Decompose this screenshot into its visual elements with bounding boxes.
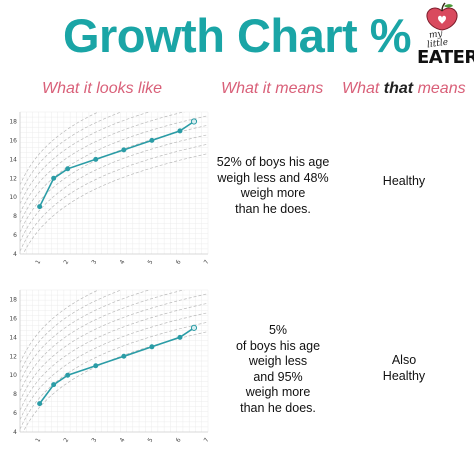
y-tick-label: 14 [9, 334, 17, 341]
percentile-curve-3 [20, 134, 208, 242]
y-tick-label: 18 [9, 118, 17, 125]
percentile-curve-7 [20, 290, 151, 383]
y-tick-label: 12 [9, 175, 17, 182]
logo-text-eater: EATER [417, 47, 474, 68]
percentile-curve-2 [20, 321, 208, 430]
x-tick-label: 6 [175, 259, 183, 266]
x-tick-label: 4 [119, 437, 127, 444]
series-line-1 [38, 120, 195, 208]
data-point [190, 118, 198, 125]
column-header-emphasis: that [383, 80, 414, 97]
percentile-curve-1 [22, 153, 208, 254]
data-point [149, 344, 155, 350]
x-tick-label: 5 [147, 437, 155, 444]
y-tick-label: 12 [9, 353, 17, 360]
percentile-curve-2 [20, 143, 208, 252]
series-line-1 [38, 327, 195, 405]
x-tick-label: 7 [203, 437, 210, 444]
apple-heart-icon [426, 2, 458, 31]
brand-logo: my little EATER [413, 2, 474, 76]
column-header-prefix: What [342, 80, 384, 97]
column-header-looks: What it looks like [42, 80, 163, 97]
percentile-curve-6 [20, 290, 185, 392]
data-point [121, 147, 127, 153]
y-tick-label: 4 [13, 429, 17, 436]
percentile-curve-8 [20, 112, 122, 195]
data-point [37, 401, 43, 407]
y-tick-label: 14 [9, 156, 17, 163]
data-point [149, 137, 155, 143]
column-header-that-means: What that means [342, 79, 466, 99]
percentile-curve-6 [20, 112, 185, 214]
y-tick-label: 8 [13, 213, 17, 220]
x-tick-label: 2 [62, 437, 70, 444]
data-point [93, 156, 99, 162]
data-point [51, 382, 57, 388]
y-tick-label: 6 [13, 410, 17, 417]
data-point [121, 353, 127, 359]
data-point [177, 334, 183, 340]
data-point [93, 363, 99, 369]
y-tick-label: 10 [9, 194, 17, 201]
column-header-suffix: means [413, 80, 466, 97]
data-point [51, 175, 57, 181]
x-tick-label: 7 [203, 259, 210, 266]
row-2-verdict: Also Healthy [382, 353, 426, 383]
percentile-curve-5 [20, 293, 208, 402]
y-tick-label: 4 [13, 251, 17, 258]
y-tick-label: 18 [9, 296, 17, 303]
x-tick-label: 5 [147, 259, 155, 266]
x-tick-label: 4 [119, 259, 127, 266]
percentile-curve-5 [20, 115, 208, 224]
x-tick-label: 6 [175, 437, 183, 444]
row-1-description: 52% of boys his age weigh less and 48% w… [216, 155, 330, 216]
percentile-curve-8 [20, 290, 122, 373]
y-tick-label: 16 [9, 315, 17, 322]
x-tick-label: 1 [34, 437, 42, 444]
x-tick-label: 2 [62, 259, 70, 266]
percentile-curve-4 [20, 302, 208, 411]
percentile-curves [20, 112, 208, 254]
percentile-curve-7 [20, 112, 151, 205]
data-point [65, 372, 71, 378]
y-tick-label: 8 [13, 391, 17, 398]
percentile-curve-3 [20, 312, 208, 420]
data-point [177, 128, 183, 134]
data-point [37, 204, 43, 210]
x-tick-label: 3 [90, 259, 98, 266]
y-tick-label: 10 [9, 372, 17, 379]
page-title: Growth Chart % [62, 9, 412, 62]
row-1-verdict: Healthy [382, 174, 426, 188]
y-tick-label: 6 [13, 232, 17, 239]
x-tick-label: 3 [90, 437, 98, 444]
x-tick-label: 1 [34, 259, 42, 266]
row-2-description: 5% of boys his age weigh less and 95% we… [235, 323, 321, 415]
column-header-means: What it means [221, 80, 324, 97]
data-point [190, 324, 198, 331]
y-tick-label: 16 [9, 137, 17, 144]
data-point [65, 166, 71, 172]
